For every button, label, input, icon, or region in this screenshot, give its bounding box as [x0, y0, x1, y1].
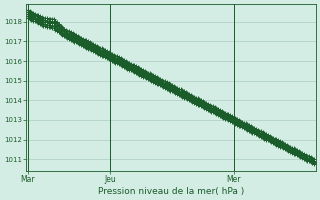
X-axis label: Pression niveau de la mer( hPa ): Pression niveau de la mer( hPa ) — [98, 187, 244, 196]
